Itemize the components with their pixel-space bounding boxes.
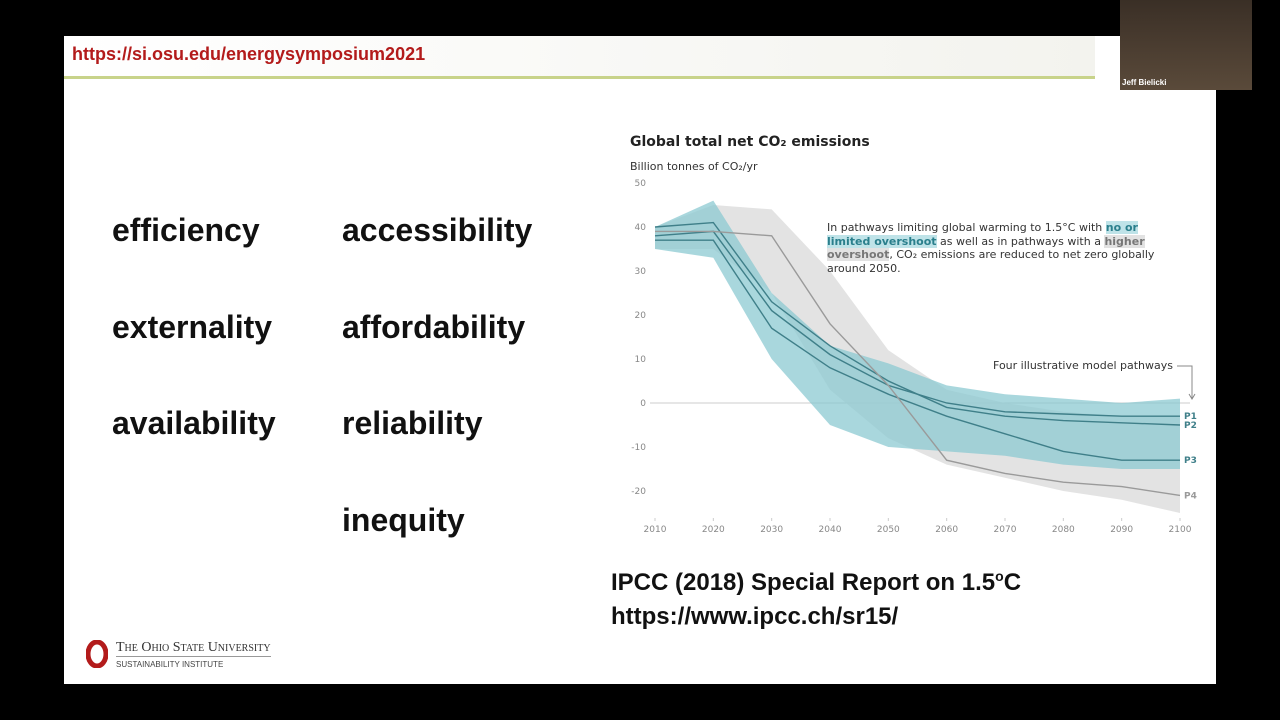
line xyxy=(654,221,1181,426)
pathways-arrow xyxy=(1177,365,1196,400)
participant-name: Jeff Bielicki xyxy=(1122,78,1167,87)
x-tick-label: 2030 xyxy=(760,525,783,535)
word: availability xyxy=(112,405,276,441)
legend-label: P4 xyxy=(1184,491,1197,501)
citation-text: IPCC (2018) Special Report on 1.5 xyxy=(611,569,996,596)
word: reliability xyxy=(342,405,483,441)
y-tick-label: 20 xyxy=(635,311,647,321)
chart: Global total net CO₂ emissions Billion to… xyxy=(630,134,1197,535)
word: inequity xyxy=(342,502,465,538)
y-tick-label: -20 xyxy=(631,487,646,497)
annotation-text: , CO₂ emissions are reduced to net zero … xyxy=(827,248,1155,275)
annotation: In pathways limiting global warming to 1… xyxy=(827,221,1157,275)
legend-label: P1 xyxy=(1184,412,1197,422)
citation-sup: o xyxy=(995,568,1004,584)
legend-label: P3 xyxy=(1184,456,1197,466)
x-tick-label: 2090 xyxy=(1110,525,1133,535)
word: efficiency xyxy=(112,212,260,248)
x-tick-label: 2050 xyxy=(877,525,900,535)
word: externality xyxy=(112,309,273,345)
y-tick-label: 40 xyxy=(635,223,647,233)
pathways-label: Four illustrative model pathways xyxy=(993,359,1173,372)
line xyxy=(655,239,1180,461)
x-tick-label: 2080 xyxy=(1052,525,1075,535)
x-tick-label: 2040 xyxy=(819,525,842,535)
header: https://si.osu.edu/energysymposium2021 xyxy=(64,36,1095,79)
video-tile[interactable]: Jeff Bielicki xyxy=(1120,0,1252,90)
url[interactable]: https://si.osu.edu/energysymposium2021 xyxy=(72,44,426,64)
chart-title: Global total net CO₂ emissions xyxy=(630,134,870,150)
x-tick-label: 2070 xyxy=(994,525,1017,535)
annotation-text: as well as in pathways with a xyxy=(936,234,1105,248)
y-tick-label: -10 xyxy=(631,443,646,453)
band xyxy=(655,200,1180,469)
word: affordability xyxy=(342,309,526,345)
x-tick-label: 2010 xyxy=(644,525,667,535)
x-tick-label: 2020 xyxy=(702,525,725,535)
x-tick-label: 2060 xyxy=(935,525,958,535)
y-tick-label: 30 xyxy=(635,267,647,277)
citation-url: https://www.ipcc.ch/sr15/ xyxy=(611,603,899,630)
y-tick-label: 0 xyxy=(640,399,646,409)
line xyxy=(655,230,1181,497)
chart-subtitle: Billion tonnes of CO₂/yr xyxy=(630,160,758,173)
y-tick-label: 10 xyxy=(635,355,647,365)
logo-name: The Ohio State University xyxy=(116,640,271,657)
y-tick-label: 50 xyxy=(635,179,647,189)
citation-unit: C xyxy=(1003,569,1022,596)
citation: IPCC (2018) Special Report on 1.5oC xyxy=(611,568,1021,597)
annotation-text: In pathways limiting global warming to 1… xyxy=(827,221,1106,234)
legend-label: P2 xyxy=(1184,421,1197,431)
logo-unit: Sustainability Institute xyxy=(116,660,224,669)
x-tick-label: 2100 xyxy=(1169,525,1192,535)
slide: https://si.osu.edu/energysymposium2021 e… xyxy=(64,36,1216,684)
logo-mark xyxy=(86,640,108,668)
word: accessibility xyxy=(342,212,533,248)
